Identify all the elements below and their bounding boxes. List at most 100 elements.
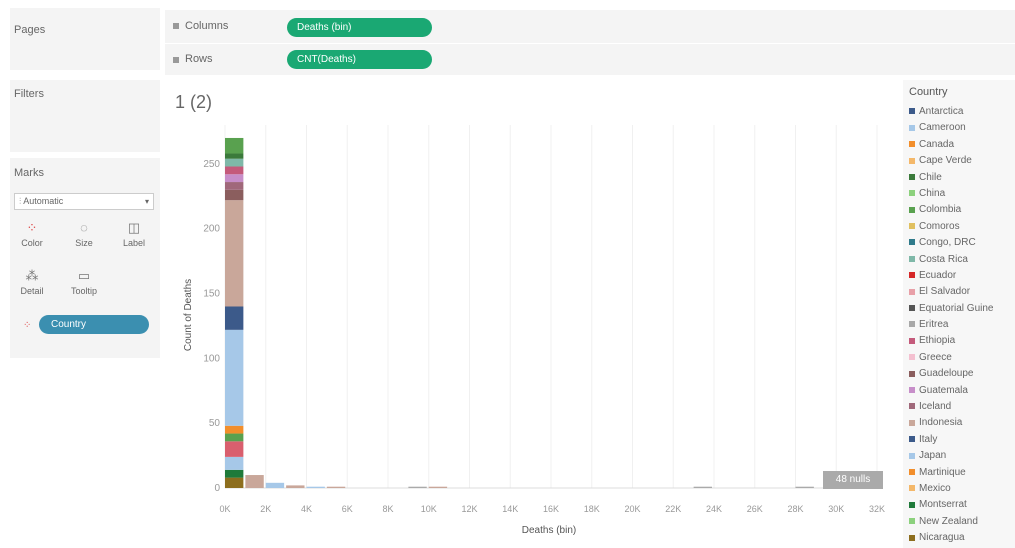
legend-item-label: Chile [919,171,942,183]
rows-pill[interactable]: CNT(Deaths) [287,50,432,69]
country-color-pill[interactable]: Country [39,315,149,334]
legend-swatch [909,190,915,197]
legend-item[interactable]: New Zealand [909,514,1015,530]
legend-item[interactable]: China [909,186,1015,202]
x-tick-label: 2K [260,504,271,514]
x-tick-label: 10K [421,504,437,514]
x-tick-label: 30K [828,504,844,514]
legend-swatch [909,255,915,262]
legend-item[interactable]: Cameroon [909,120,1015,136]
legend-swatch [909,436,915,443]
color-field-icon: ⁘ [23,320,32,331]
legend-item[interactable]: Guatemala [909,383,1015,399]
legend-swatch [909,272,915,279]
mark-type-value: Automatic [23,196,64,206]
legend-item[interactable]: Greece [909,350,1015,366]
legend-item[interactable]: Cape Verde [909,153,1015,169]
legend-item[interactable]: Canada [909,137,1015,153]
legend-item[interactable]: Italy [909,432,1015,448]
legend-swatch [909,534,915,541]
color-button[interactable]: ⁘ Color [10,218,54,258]
pages-label: Pages [14,24,46,36]
x-tick-label: 22K [665,504,681,514]
x-tick-label: 26K [747,504,763,514]
label-button[interactable]: ◫ Label [112,218,156,258]
filters-label: Filters [14,88,44,100]
legend-item-label: Nicaragua [919,532,965,544]
bar-segment [225,456,244,470]
legend-item[interactable]: Equatorial Guine [909,301,1015,317]
bar [795,486,814,488]
y-axis-label: Count of Deaths [183,279,194,351]
legend-item[interactable]: Ethiopia [909,333,1015,349]
columns-pill[interactable]: Deaths (bin) [287,18,432,37]
legend-item-label: Cape Verde [919,155,972,167]
bar [306,486,325,488]
legend-item-label: Ecuador [919,269,957,281]
legend-item-label: Mexico [919,482,951,494]
bar [265,482,285,488]
color-label: Color [21,238,43,248]
rows-label: Rows [185,53,213,65]
legend-swatch [909,124,915,131]
legend-item-label: Eritrea [919,319,949,331]
legend-item-label: Guadeloupe [919,368,974,380]
bar-segment [225,153,244,159]
legend-item[interactable]: El Salvador [909,284,1015,300]
legend-item[interactable]: Antarctica [909,104,1015,120]
legend-swatch [909,452,915,459]
legend-item[interactable]: Chile [909,170,1015,186]
x-tick-label: 32K [869,504,885,514]
bar-segment [225,189,244,201]
bar-segment [225,329,244,426]
bar-segment [225,174,244,183]
legend-item[interactable]: Martinique [909,465,1015,481]
legend-item[interactable]: Indonesia [909,415,1015,431]
legend-swatch [909,468,915,475]
legend-item[interactable]: Mexico [909,481,1015,497]
pages-shelf[interactable]: Pages [10,8,160,70]
legend-item[interactable]: Congo, DRC [909,235,1015,251]
legend-item-label: Iceland [919,401,952,413]
rows-icon [173,57,179,63]
legend-item[interactable]: Costa Rica [909,252,1015,268]
detail-button[interactable]: ⁂ Detail [10,266,54,306]
columns-icon [173,23,179,29]
null-badge[interactable]: 48 nulls [823,471,883,489]
mark-type-dropdown[interactable]: ⫶ Automatic ▾ [14,193,154,210]
label-label: Label [122,238,146,248]
legend-item[interactable]: Japan [909,448,1015,464]
legend-item[interactable]: Ecuador [909,268,1015,284]
x-tick-label: 28K [787,504,803,514]
legend-item[interactable]: Montserrat [909,497,1015,513]
detail-icon: ⁂ [25,268,39,283]
bar-segment [225,200,244,307]
legend-title: Country [909,86,948,98]
bar-segment [225,433,244,442]
y-tick-label: 0 [214,483,220,494]
legend-item-label: Comoros [919,220,960,232]
filters-shelf[interactable]: Filters [10,80,160,152]
legend-item-label: Montserrat [919,499,967,511]
legend-item[interactable]: Comoros [909,219,1015,235]
legend-swatch [909,387,915,393]
bar-segment [225,306,244,330]
legend-swatch [909,108,915,115]
y-tick-label: 150 [203,289,220,300]
legend-item[interactable]: Guadeloupe [909,366,1015,382]
legend-item-label: Greece [919,351,952,363]
legend-item[interactable]: Iceland [909,399,1015,415]
histogram-chart[interactable]: 0 50 100 150 200 250 0K 2K 4K 6K 8K 10K 12K 14K 16K 18… [165,80,895,542]
bar-segment [225,137,244,154]
legend-item[interactable]: Eritrea [909,317,1015,333]
legend-item[interactable]: Nicaragua [909,530,1015,546]
legend-item-label: Congo, DRC [919,237,976,249]
size-icon: ◌ [80,220,88,235]
legend-item-label: Indonesia [919,417,963,429]
size-button[interactable]: ◌ Size [62,218,106,258]
bar-segment [225,182,244,190]
tooltip-button[interactable]: ▭ Tooltip [62,266,106,306]
legend-item[interactable]: Colombia [909,202,1015,218]
chevron-down-icon: ▾ [144,197,149,206]
bar-segment [225,425,244,434]
